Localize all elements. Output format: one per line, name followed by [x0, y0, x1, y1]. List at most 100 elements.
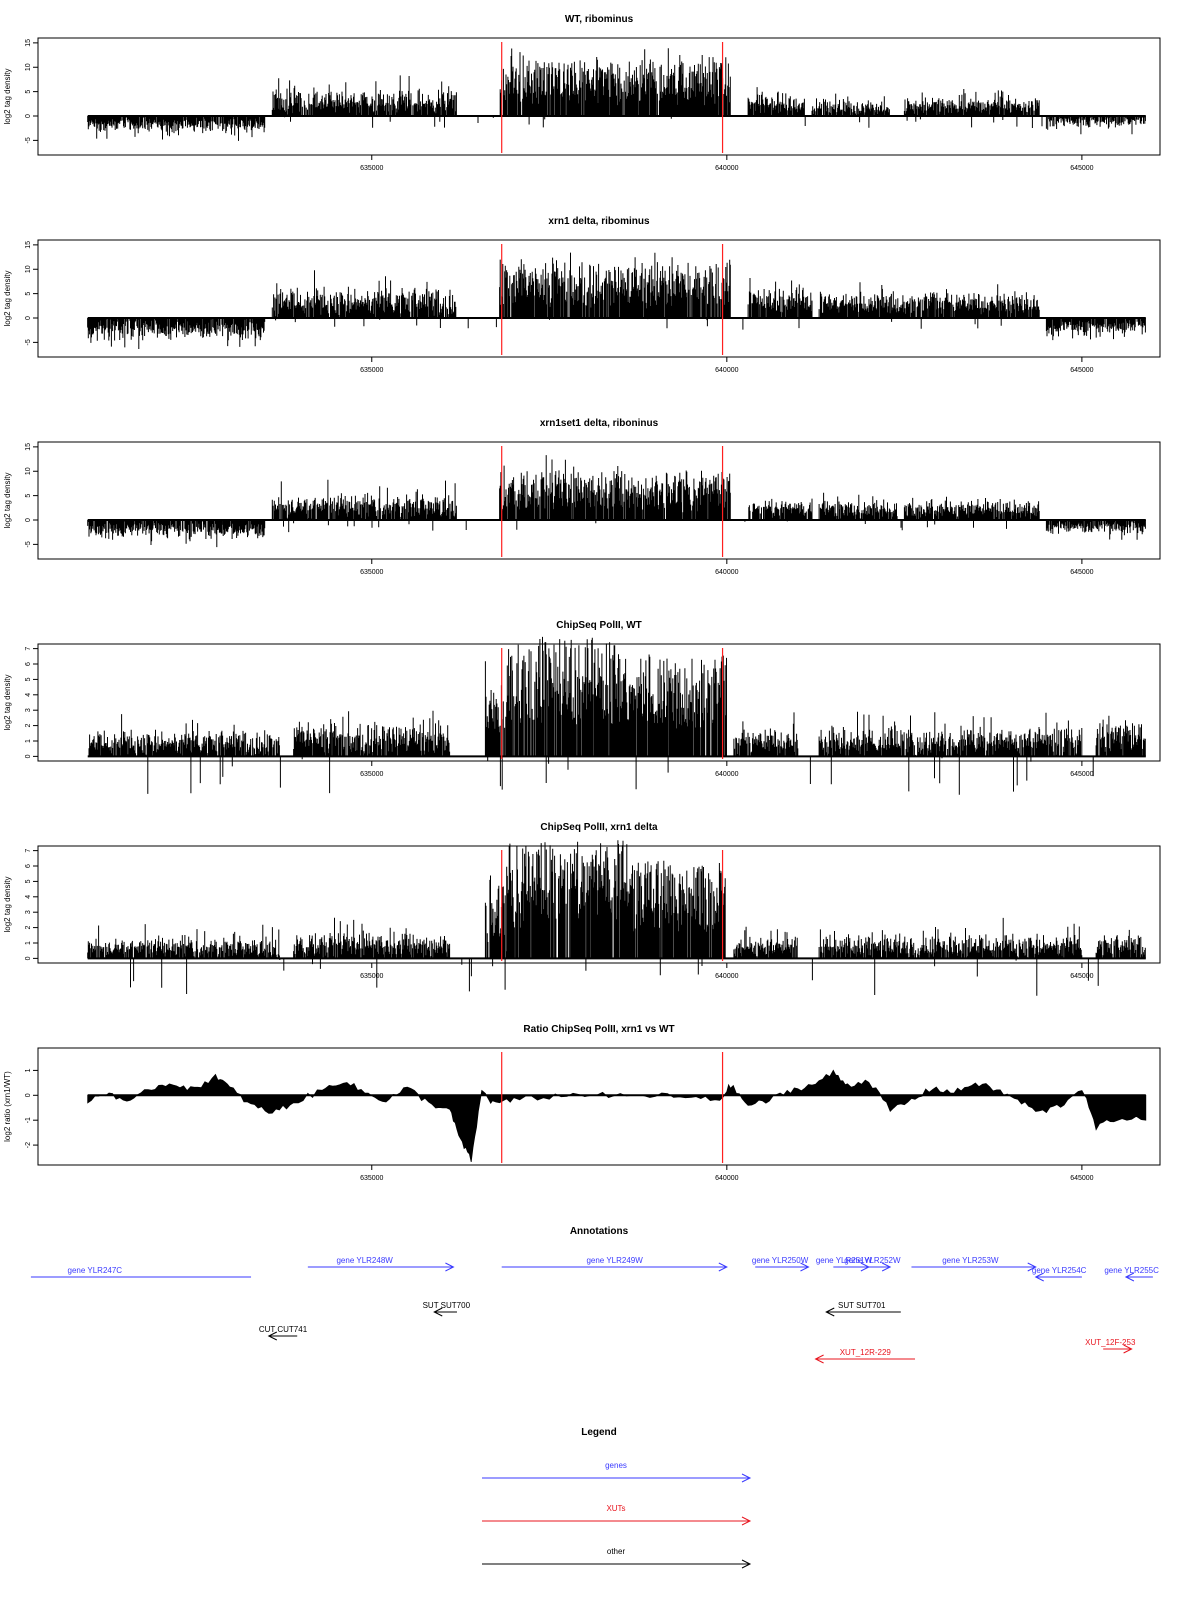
x-tick-label: 640000: [715, 973, 738, 980]
annotation-label: gene YLR247C: [68, 1266, 123, 1275]
annotation-label: gene YLR252W: [844, 1256, 901, 1265]
y-tick-label: 15: [25, 443, 32, 451]
annotation-feature: gene YLR247C: [30, 1266, 252, 1278]
panel-title: ChipSeq PolII, WT: [556, 620, 642, 631]
legend-arrowhead: [741, 1516, 752, 1526]
y-tick-label: -2: [25, 1142, 32, 1148]
annotation-feature: SUT SUT701: [825, 1301, 901, 1317]
y-tick-label: 10: [25, 265, 32, 273]
x-tick-label: 640000: [715, 367, 738, 374]
legend-entry: genes: [482, 1461, 752, 1483]
annotation-label: SUT SUT701: [838, 1301, 886, 1310]
annotation-feature: gene YLR253W: [911, 1256, 1037, 1272]
signal-bars: [87, 48, 1146, 141]
annotation-arrowhead: [1123, 1344, 1133, 1354]
annotation-label: gene YLR248W: [336, 1256, 393, 1265]
y-tick-label: 6: [25, 662, 32, 666]
y-tick-label: 5: [25, 90, 32, 94]
x-tick-label: 645000: [1070, 973, 1093, 980]
y-tick-label: 3: [25, 708, 32, 712]
y-tick-label: -1: [25, 1117, 32, 1123]
y-tick-label: 15: [25, 241, 32, 249]
y-tick-label: 10: [25, 467, 32, 475]
annotation-label: CUT CUT741: [259, 1325, 308, 1334]
plot-frame: [37, 845, 1161, 964]
legend-label: genes: [605, 1461, 627, 1470]
x-tick-label: 635000: [360, 165, 383, 172]
panel-2: xrn1 delta, ribominus log2 tag density -5 0…: [3, 216, 1161, 374]
legend-title: Legend: [581, 1427, 617, 1438]
y-tick-label: 2: [25, 724, 32, 728]
panel-4: ChipSeq PolII, WT log2 tag density 0 1 2 3 4 5 6…: [3, 620, 1161, 795]
panel-5: ChipSeq PolII, xrn1 delta log2 tag densit…: [3, 822, 1161, 996]
x-tick-label: 635000: [360, 367, 383, 374]
y-tick-label: -5: [25, 541, 32, 547]
x-tick-label: 645000: [1070, 1175, 1093, 1182]
annotation-arrowhead: [445, 1262, 455, 1272]
annotation-label: XUT_12R-229: [840, 1348, 892, 1357]
y-tick-label: 0: [25, 956, 32, 960]
annotation-arrowhead: [433, 1307, 443, 1317]
x-tick-label: 635000: [360, 771, 383, 778]
annotation-feature: gene YLR249W: [501, 1256, 728, 1272]
y-axis-label: log2 ratio (xrn1/WT): [3, 1071, 12, 1142]
annotation-label: gene YLR249W: [586, 1256, 643, 1265]
signal-bars: [88, 636, 1146, 757]
y-tick-label: -5: [25, 339, 32, 345]
annotation-label: gene YLR255C: [1104, 1266, 1159, 1275]
annotation-label: gene YLR251W: [816, 1256, 873, 1265]
annotation-label: gene YLR253W: [942, 1256, 999, 1265]
legend-entry: XUTs: [482, 1504, 752, 1526]
y-axis-label: log2 tag density: [3, 270, 12, 326]
annotation-feature: XUT_12F-253: [1085, 1338, 1136, 1354]
signal-bars-sparse: [171, 116, 1043, 128]
y-tick-label: 0: [25, 518, 32, 522]
y-tick-label: 7: [25, 849, 32, 853]
legend-label: other: [607, 1547, 626, 1556]
annotations-title: Annotations: [570, 1226, 629, 1237]
annotation-label: gene YLR250W: [752, 1256, 809, 1265]
annotation-arrowhead: [825, 1307, 835, 1317]
y-tick-label: 7: [25, 647, 32, 651]
x-tick-label: 640000: [715, 771, 738, 778]
annotation-arrowhead: [1124, 1272, 1135, 1282]
y-tick-label: 4: [25, 895, 32, 899]
annotation-arrowhead: [800, 1262, 810, 1272]
x-tick-label: 635000: [360, 1175, 383, 1182]
annotation-arrowhead: [267, 1331, 278, 1341]
y-axis-label: log2 tag density: [3, 472, 12, 528]
signal-bars: [87, 840, 1146, 959]
annotation-label: XUT_12F-253: [1085, 1338, 1136, 1347]
panel-1: WT, ribominus log2 tag density -5 0 5 10 15 635…: [3, 14, 1161, 172]
annotation-arrowhead: [718, 1262, 728, 1272]
plot-frame: [37, 441, 1161, 560]
y-tick-label: 0: [25, 754, 32, 758]
y-tick-label: 0: [25, 316, 32, 320]
annotation-feature: XUT_12R-229: [814, 1348, 916, 1364]
ratio-area: [87, 1069, 1147, 1162]
panel-3: xrn1set1 delta, riboninus log2 tag densit…: [3, 418, 1161, 576]
y-tick-label: 5: [25, 879, 32, 883]
legend-arrowhead: [741, 1473, 752, 1483]
x-tick-label: 645000: [1070, 771, 1093, 778]
annotation-feature: gene YLR248W: [307, 1256, 455, 1272]
signal-bars: [87, 252, 1146, 349]
annotations-section: Annotations gene YLR247C gene YLR248W gene …: [30, 1226, 1159, 1364]
legend-label: XUTs: [606, 1504, 625, 1513]
panel-title: xrn1 delta, ribominus: [548, 216, 650, 227]
y-tick-label: 5: [25, 677, 32, 681]
panel-title: ChipSeq PolII, xrn1 delta: [540, 822, 658, 833]
signal-bars: [87, 455, 1146, 548]
y-tick-label: 5: [25, 292, 32, 296]
y-tick-label: 3: [25, 910, 32, 914]
y-tick-label: 10: [25, 63, 32, 71]
x-tick-label: 640000: [715, 1175, 738, 1182]
signal-bars-sparse: [118, 958, 1099, 996]
panel-title: Ratio ChipSeq PolII, xrn1 vs WT: [523, 1024, 674, 1035]
x-tick-label: 640000: [715, 569, 738, 576]
y-tick-label: 0: [25, 1093, 32, 1097]
legend-arrowhead: [741, 1559, 752, 1569]
